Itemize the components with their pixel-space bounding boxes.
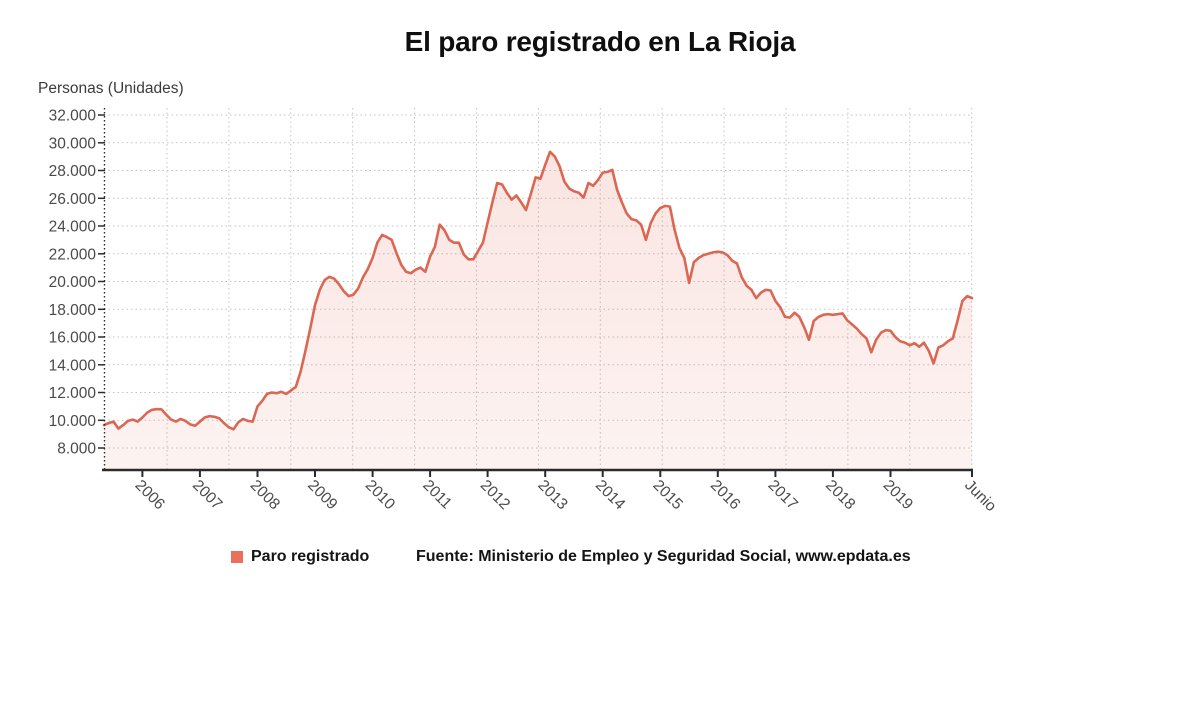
svg-text:16.000: 16.000 xyxy=(49,330,97,347)
svg-text:24.000: 24.000 xyxy=(49,219,97,236)
line-chart: 32.000 30.000 28.000 26.000 24.000 22.000 20.0… xyxy=(49,108,1000,516)
chart-title: El paro registrado en La Rioja xyxy=(404,26,796,57)
legend-label: Paro registrado xyxy=(251,548,370,565)
svg-text:12.000: 12.000 xyxy=(49,385,97,402)
x-tick-labels: 2006 2007 2008 2009 2010 2011 2012 2013 2014 2015… xyxy=(132,477,1000,515)
svg-text:2009: 2009 xyxy=(304,477,340,513)
svg-text:2010: 2010 xyxy=(362,477,399,514)
svg-text:28.000: 28.000 xyxy=(49,163,97,180)
svg-text:2018: 2018 xyxy=(822,477,858,513)
svg-text:14.000: 14.000 xyxy=(49,357,97,374)
svg-text:32.000: 32.000 xyxy=(49,108,97,125)
series-line xyxy=(102,150,974,431)
svg-text:8.000: 8.000 xyxy=(57,441,96,458)
y-tick-labels: 32.000 30.000 28.000 26.000 24.000 22.000 20.0… xyxy=(49,108,97,458)
svg-text:2011: 2011 xyxy=(419,477,455,513)
y-axis xyxy=(98,108,106,470)
svg-text:2007: 2007 xyxy=(189,477,225,513)
svg-text:2016: 2016 xyxy=(707,477,743,513)
legend-swatch xyxy=(231,551,243,563)
svg-text:2008: 2008 xyxy=(247,477,283,513)
area-fill xyxy=(104,151,972,471)
svg-text:10.000: 10.000 xyxy=(49,413,97,430)
svg-text:22.000: 22.000 xyxy=(49,246,97,263)
svg-text:2014: 2014 xyxy=(592,477,629,514)
x-axis xyxy=(102,468,973,477)
svg-text:2019: 2019 xyxy=(880,477,916,513)
svg-text:2015: 2015 xyxy=(649,477,685,513)
svg-text:Junio: Junio xyxy=(961,477,999,515)
svg-text:2017: 2017 xyxy=(765,477,801,513)
svg-text:2006: 2006 xyxy=(132,477,168,513)
y-axis-unit-label: Personas (Unidades) xyxy=(38,80,184,97)
svg-text:20.000: 20.000 xyxy=(49,274,97,291)
svg-text:30.000: 30.000 xyxy=(49,135,97,152)
svg-text:2013: 2013 xyxy=(534,477,570,513)
legend-item-paro-registrado[interactable]: Paro registrado xyxy=(231,548,369,566)
svg-text:18.000: 18.000 xyxy=(49,302,97,319)
source-attribution: Fuente: Ministerio de Empleo y Seguridad… xyxy=(416,548,911,565)
svg-text:26.000: 26.000 xyxy=(49,191,97,208)
svg-text:2012: 2012 xyxy=(477,477,513,513)
